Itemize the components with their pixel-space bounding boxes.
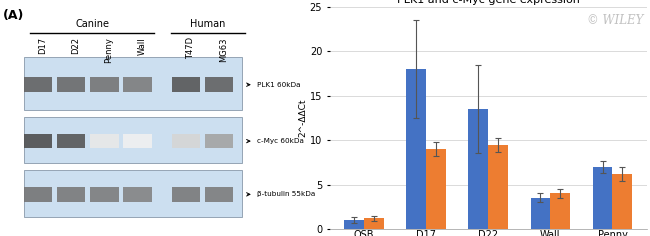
Bar [205, 187, 233, 202]
Bar [23, 187, 52, 202]
Text: β-tubulin 55kDa: β-tubulin 55kDa [257, 191, 315, 197]
Text: PLK1 60kDa: PLK1 60kDa [257, 82, 300, 88]
Bar [551, 194, 570, 229]
Bar [57, 187, 86, 202]
Bar [172, 134, 200, 148]
Bar [205, 134, 233, 148]
Bar [488, 145, 508, 229]
Text: (A): (A) [3, 9, 25, 22]
Bar [90, 77, 119, 92]
Bar [406, 69, 426, 229]
Bar [25, 170, 242, 217]
Bar [124, 187, 152, 202]
Y-axis label: 2^-ΔΔCt: 2^-ΔΔCt [298, 99, 307, 137]
Text: c-Myc 60kDa: c-Myc 60kDa [257, 138, 304, 144]
Text: T47D: T47D [186, 37, 195, 59]
Text: D17: D17 [38, 37, 47, 54]
Bar [23, 77, 52, 92]
Bar [124, 77, 152, 92]
Bar [593, 167, 612, 229]
Bar [172, 77, 200, 92]
Text: Human: Human [190, 19, 226, 29]
Bar [530, 198, 551, 229]
Bar [25, 57, 242, 110]
Bar [364, 218, 384, 229]
Bar [426, 149, 446, 229]
Text: Wall: Wall [138, 37, 146, 55]
Bar [57, 77, 86, 92]
Bar [344, 220, 364, 229]
Text: Canine: Canine [75, 19, 109, 29]
Bar [57, 134, 86, 148]
Bar [23, 134, 52, 148]
Bar [205, 77, 233, 92]
Title: PLK1 and c-Myc gene expression: PLK1 and c-Myc gene expression [397, 0, 580, 5]
Text: MG63: MG63 [219, 37, 228, 62]
Bar [124, 134, 152, 148]
Bar [469, 109, 488, 229]
Bar [90, 134, 119, 148]
Text: D22: D22 [71, 37, 80, 54]
Bar [90, 187, 119, 202]
Text: © WILEY: © WILEY [587, 14, 644, 27]
Text: Penny: Penny [105, 37, 113, 63]
Bar [612, 174, 632, 229]
Bar [172, 187, 200, 202]
Bar [25, 117, 242, 164]
